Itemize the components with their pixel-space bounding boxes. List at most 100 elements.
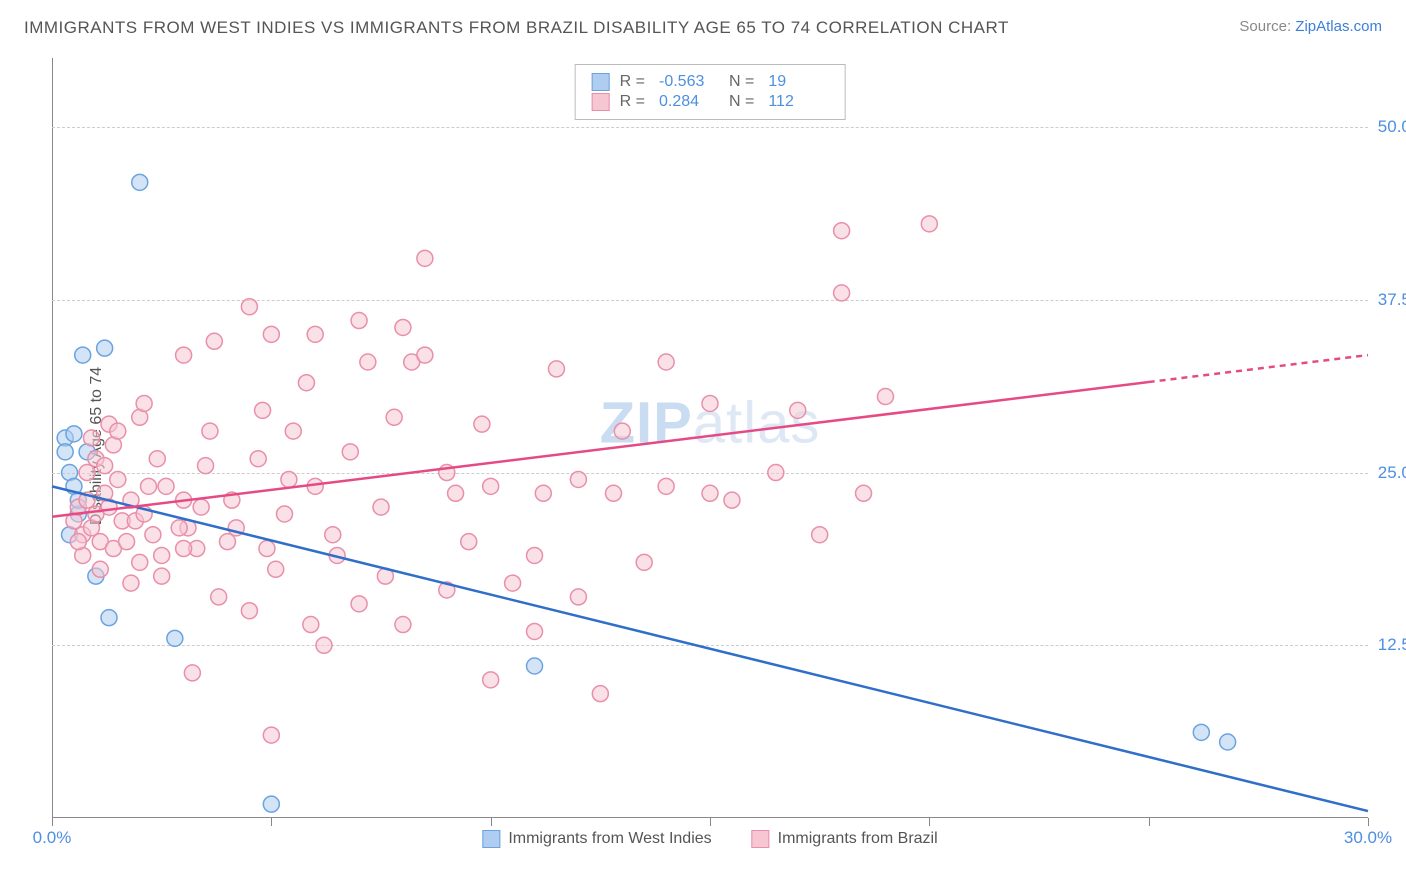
scatter-point-brazil	[592, 686, 608, 702]
y-tick-label: 25.0%	[1378, 463, 1406, 483]
scatter-point-brazil	[570, 589, 586, 605]
scatter-point-west_indies	[167, 630, 183, 646]
scatter-point-brazil	[307, 326, 323, 342]
scatter-point-brazil	[298, 375, 314, 391]
scatter-point-brazil	[834, 285, 850, 301]
source-link[interactable]: ZipAtlas.com	[1295, 18, 1382, 35]
legend-swatch-west_indies	[592, 73, 610, 91]
scatter-point-brazil	[351, 596, 367, 612]
scatter-svg	[52, 58, 1368, 818]
scatter-point-brazil	[812, 527, 828, 543]
correlation-row-brazil: R = 0.284 N = 112	[592, 93, 829, 111]
scatter-point-brazil	[255, 402, 271, 418]
scatter-point-brazil	[202, 423, 218, 439]
scatter-point-brazil	[206, 333, 222, 349]
scatter-point-brazil	[198, 458, 214, 474]
r-value: 0.284	[659, 93, 719, 111]
scatter-point-brazil	[219, 534, 235, 550]
scatter-point-brazil	[154, 568, 170, 584]
scatter-point-west_indies	[1193, 724, 1209, 740]
scatter-point-brazil	[658, 354, 674, 370]
scatter-point-brazil	[658, 478, 674, 494]
trend-line-brazil	[52, 382, 1149, 517]
scatter-point-brazil	[184, 665, 200, 681]
x-tick	[1149, 818, 1150, 826]
legend-bottom: Immigrants from West Indies Immigrants fr…	[482, 830, 937, 848]
scatter-point-brazil	[149, 451, 165, 467]
scatter-point-brazil	[276, 506, 292, 522]
scatter-point-brazil	[417, 347, 433, 363]
scatter-point-brazil	[211, 589, 227, 605]
scatter-point-brazil	[316, 637, 332, 653]
scatter-point-brazil	[119, 534, 135, 550]
scatter-point-brazil	[614, 423, 630, 439]
correlation-row-west_indies: R = -0.563 N = 19	[592, 73, 829, 91]
n-label: N =	[729, 93, 754, 111]
scatter-point-brazil	[176, 541, 192, 557]
scatter-point-brazil	[285, 423, 301, 439]
source-label: Source:	[1239, 18, 1295, 35]
scatter-point-brazil	[417, 250, 433, 266]
scatter-point-brazil	[702, 395, 718, 411]
legend-swatch	[752, 830, 770, 848]
scatter-point-brazil	[70, 534, 86, 550]
scatter-point-west_indies	[97, 340, 113, 356]
scatter-point-brazil	[110, 471, 126, 487]
legend-swatch-brazil	[592, 93, 610, 111]
x-tick	[1368, 818, 1369, 826]
scatter-point-brazil	[461, 534, 477, 550]
chart-plot-area: 12.5%25.0%37.5%50.0% ZIPatlas R = -0.563…	[52, 58, 1368, 818]
scatter-point-brazil	[921, 216, 937, 232]
scatter-point-brazil	[395, 617, 411, 633]
scatter-point-brazil	[856, 485, 872, 501]
scatter-point-west_indies	[132, 174, 148, 190]
r-label: R =	[620, 73, 645, 91]
n-label: N =	[729, 73, 754, 91]
legend-label: Immigrants from Brazil	[778, 830, 938, 848]
scatter-point-brazil	[360, 354, 376, 370]
scatter-point-brazil	[373, 499, 389, 515]
scatter-point-brazil	[448, 485, 464, 501]
scatter-point-brazil	[97, 458, 113, 474]
scatter-point-brazil	[790, 402, 806, 418]
legend-label: Immigrants from West Indies	[508, 830, 711, 848]
scatter-point-brazil	[171, 520, 187, 536]
scatter-point-brazil	[724, 492, 740, 508]
x-tick	[52, 818, 53, 826]
scatter-point-brazil	[268, 561, 284, 577]
scatter-point-brazil	[395, 319, 411, 335]
scatter-point-west_indies	[1220, 734, 1236, 750]
scatter-point-brazil	[474, 416, 490, 432]
n-value: 19	[768, 73, 828, 91]
scatter-point-west_indies	[57, 444, 73, 460]
legend-swatch	[482, 830, 500, 848]
scatter-point-brazil	[527, 623, 543, 639]
x-axis-max-label: 30.0%	[1344, 828, 1392, 848]
scatter-point-brazil	[570, 471, 586, 487]
scatter-point-brazil	[263, 326, 279, 342]
source-attribution: Source: ZipAtlas.com	[1239, 18, 1382, 35]
scatter-point-brazil	[325, 527, 341, 543]
y-tick-label: 37.5%	[1378, 290, 1406, 310]
scatter-point-brazil	[877, 389, 893, 405]
scatter-point-brazil	[241, 603, 257, 619]
scatter-point-brazil	[527, 547, 543, 563]
scatter-point-brazil	[250, 451, 266, 467]
scatter-point-brazil	[241, 299, 257, 315]
scatter-point-brazil	[483, 672, 499, 688]
scatter-point-brazil	[351, 313, 367, 329]
scatter-point-brazil	[141, 478, 157, 494]
scatter-point-brazil	[158, 478, 174, 494]
legend-item: Immigrants from West Indies	[482, 830, 711, 848]
scatter-point-brazil	[702, 485, 718, 501]
scatter-point-brazil	[132, 554, 148, 570]
scatter-point-brazil	[154, 547, 170, 563]
n-value: 112	[768, 93, 828, 111]
y-tick-label: 50.0%	[1378, 117, 1406, 137]
x-tick	[929, 818, 930, 826]
r-value: -0.563	[659, 73, 719, 91]
scatter-point-brazil	[303, 617, 319, 633]
scatter-point-brazil	[834, 223, 850, 239]
scatter-point-brazil	[342, 444, 358, 460]
scatter-point-brazil	[176, 347, 192, 363]
